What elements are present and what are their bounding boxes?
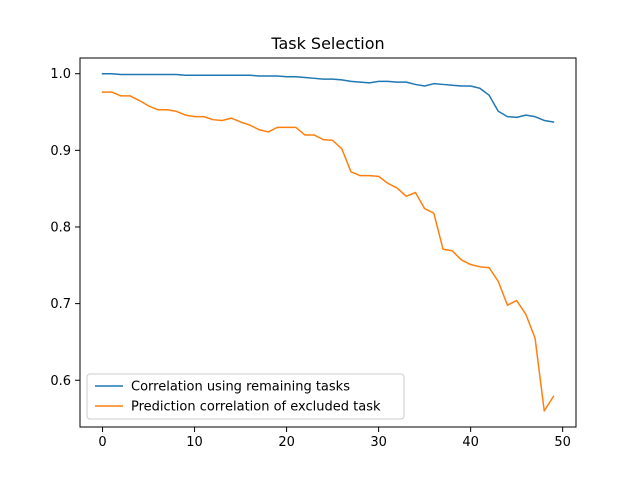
x-tick-label: 0	[98, 435, 106, 450]
y-tick-label: 0.7	[50, 297, 71, 312]
x-axis: 0 10 20 30 40 50	[98, 427, 571, 450]
legend-label-1: Correlation using remaining tasks	[131, 380, 350, 395]
axes-frame	[79, 57, 577, 428]
x-tick-label: 50	[554, 435, 571, 450]
y-tick-label: 1.0	[50, 67, 71, 82]
series-line-2	[101, 91, 555, 412]
y-tick-label: 0.8	[50, 220, 71, 235]
y-axis: 0.6 0.7 0.8 0.9 1.0	[50, 67, 80, 389]
y-tick-label: 0.6	[50, 374, 71, 389]
x-tick-label: 10	[186, 435, 203, 450]
series-line-1	[101, 72, 555, 123]
x-tick-label: 40	[462, 435, 479, 450]
legend: Correlation using remaining tasks Predict…	[86, 373, 405, 420]
x-tick-label: 20	[278, 435, 295, 450]
chart-title: Task Selection	[270, 34, 384, 53]
legend-label-2: Prediction correlation of excluded task	[131, 400, 381, 415]
legend-box	[86, 373, 405, 420]
series-layer	[101, 72, 555, 412]
y-tick-label: 0.9	[50, 144, 71, 159]
x-tick-label: 30	[370, 435, 387, 450]
